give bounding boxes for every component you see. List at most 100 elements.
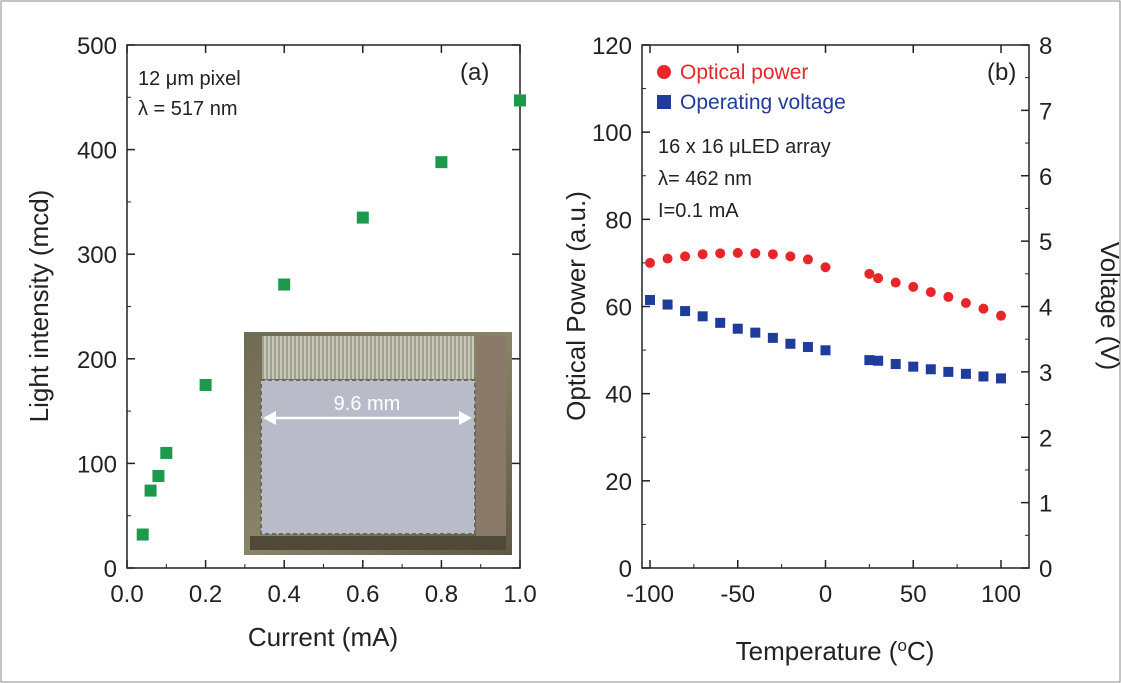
data-point-a (356, 211, 369, 224)
x-tick-label-b: 0 (819, 581, 832, 608)
legend-label-operating-voltage: Operating voltage (680, 91, 846, 114)
y2-tick-label-b: 6 (1039, 164, 1052, 191)
legend-label-optical-power: Optical power (680, 61, 808, 84)
annotation-pixel-size: 12 μm pixel (138, 68, 241, 90)
y-tick-label-b: 0 (619, 556, 632, 583)
data-point-optical-power (960, 298, 971, 309)
data-point-a (199, 378, 212, 391)
data-point-a (514, 94, 526, 107)
y-axis-title-b: Optical Power (a.u.) (561, 191, 591, 421)
x-tick-label-b: -100 (626, 581, 674, 608)
data-point-operating-voltage (908, 361, 919, 372)
data-point-operating-voltage (925, 364, 936, 375)
data-point-a (160, 446, 173, 459)
y-tick-label-b: 100 (592, 120, 632, 147)
y-tick-label-a: 500 (77, 33, 117, 60)
inset-bottom-rim (250, 536, 506, 550)
data-point-operating-voltage (978, 371, 989, 382)
legend: Optical power Operating voltage (657, 61, 846, 114)
data-point-optical-power (767, 249, 778, 260)
data-point-operating-voltage (732, 323, 743, 334)
legend-marker-operating-voltage (657, 95, 671, 109)
data-point-operating-voltage (802, 342, 813, 353)
y-tick-label-b: 40 (605, 382, 632, 409)
y-tick-label-a: 400 (77, 138, 117, 165)
data-point-optical-power (908, 281, 919, 292)
x-tick-label-a: 0.2 (189, 581, 222, 608)
y2-axis-title-b: Voltage (V) (1095, 242, 1121, 371)
data-point-optical-power (750, 248, 761, 259)
annotation-array: 16 x 16 μLED array (658, 136, 831, 158)
inset-bond-pads (262, 336, 474, 379)
y-tick-label-a: 200 (77, 347, 117, 374)
panel-b: -100 -50 0 50 100 0 20 40 60 80 100 120 0 1 2 3 4 5 6 7 8 Op… (561, 33, 1121, 666)
y-axis-title-a: Light intensity (mcd) (24, 190, 54, 423)
data-point-operating-voltage (645, 294, 655, 305)
data-point-operating-voltage (890, 359, 901, 370)
data-point-optical-power (996, 310, 1006, 321)
data-point-a (278, 278, 291, 291)
y2-tick-label-b: 4 (1039, 295, 1052, 322)
data-point-operating-voltage (750, 327, 761, 338)
data-point-operating-voltage (960, 368, 971, 379)
ticks-a: 0.0 0.2 0.4 0.6 0.8 1.0 0 100 200 300 400 500 (77, 33, 537, 608)
data-point-optical-power (785, 251, 796, 262)
panel-label-b: (b) (987, 59, 1016, 86)
annotation-wavelength-b: λ= 462 nm (658, 168, 752, 190)
y-tick-label-a: 300 (77, 242, 117, 269)
data-points-a (136, 94, 526, 541)
x-tick-label-b: 100 (981, 581, 1021, 608)
y2-tick-label-b: 8 (1039, 33, 1052, 60)
y2-tick-label-b: 7 (1039, 98, 1052, 125)
inset-right-wiring (476, 336, 506, 536)
annotation-wavelength-a: λ = 517 nm (138, 98, 238, 120)
inset-active-area (260, 379, 476, 535)
y2-tick-label-b: 5 (1039, 229, 1052, 256)
data-point-optical-power (662, 253, 673, 264)
annotation-current: I=0.1 mA (658, 200, 739, 222)
y2-tick-label-b: 3 (1039, 360, 1052, 387)
data-point-operating-voltage (820, 345, 831, 356)
y-tick-label-b: 60 (605, 295, 632, 322)
y2-tick-label-b: 1 (1039, 491, 1052, 518)
data-point-optical-power (978, 303, 989, 314)
y-tick-label-b: 80 (605, 207, 632, 234)
data-point-optical-power (802, 254, 813, 265)
data-point-optical-power (645, 257, 655, 268)
data-point-operating-voltage (715, 317, 726, 328)
data-point-optical-power (890, 277, 901, 288)
data-point-optical-power (873, 273, 884, 284)
data-point-optical-power (697, 249, 708, 260)
x-tick-label-a: 0.0 (110, 581, 143, 608)
y2-tick-label-b: 2 (1039, 425, 1052, 452)
data-point-operating-voltage (680, 306, 691, 317)
data-point-operating-voltage (697, 311, 708, 322)
data-point-operating-voltage (873, 355, 884, 366)
data-point-optical-power (864, 268, 875, 279)
x-tick-label-a: 0.8 (425, 581, 458, 608)
data-point-optical-power (732, 247, 743, 258)
legend-marker-optical-power (657, 65, 671, 79)
panel-a: 9.6 mm 0.0 0.2 0.4 0.6 0.8 1.0 0 100 200 300 400 50… (24, 33, 537, 652)
y-tick-label-b: 120 (592, 33, 632, 60)
y-tick-label-b: 20 (605, 469, 632, 496)
scale-bar-arrowhead-right (459, 411, 472, 425)
x-tick-label-b: -50 (720, 581, 755, 608)
data-point-operating-voltage (662, 299, 673, 310)
data-point-operating-voltage (767, 332, 778, 343)
y-tick-label-a: 100 (77, 451, 117, 478)
data-point-optical-power (925, 287, 936, 298)
scale-bar-arrowhead-left (263, 411, 276, 425)
data-point-operating-voltage (785, 338, 796, 349)
y-tick-label-a: 0 (104, 556, 117, 583)
x-tick-label-a: 0.6 (346, 581, 379, 608)
x-tick-label-b: 50 (900, 581, 927, 608)
data-point-a (144, 484, 157, 497)
inset-photo: 9.6 mm (244, 332, 512, 555)
data-point-operating-voltage (864, 355, 875, 366)
y2-tick-label-b: 0 (1039, 556, 1052, 583)
data-point-optical-power (820, 262, 831, 273)
data-point-a (152, 469, 165, 482)
x-tick-label-a: 0.4 (268, 581, 301, 608)
